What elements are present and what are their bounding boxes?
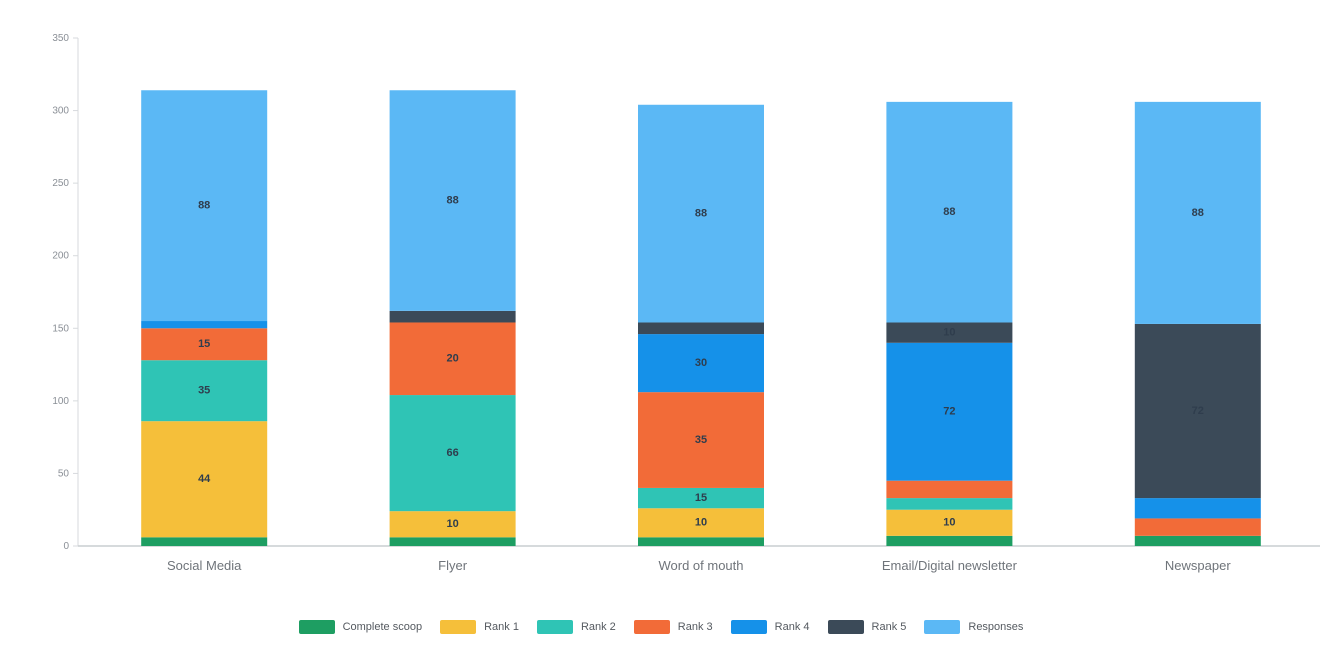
legend-swatch [298, 620, 335, 634]
data-label: 88 [1192, 207, 1204, 219]
bar-segment [389, 511, 516, 538]
bar-segment [141, 360, 268, 422]
bar-segment [1134, 323, 1261, 499]
x-tick-label: Email/Digital newsletter [882, 558, 1018, 573]
y-tick-label: 150 [52, 323, 69, 334]
bar-segment [886, 480, 1013, 499]
bar-segment [638, 322, 764, 335]
legend-item[interactable]: Rank 4 [730, 620, 810, 634]
chart-legend: Complete scoop Rank 1 Rank 2 Rank 3 Rank 4 Ra… [0, 620, 1322, 634]
data-label: 35 [695, 434, 707, 446]
bar-segment [886, 535, 1013, 546]
legend-swatch [633, 620, 670, 634]
stacked-bar-chart: 0 50 100 150 200 250 300 350 Social Media Flyer Wo… [52, 33, 1320, 573]
legend-item[interactable]: Rank 3 [633, 620, 713, 634]
chart-bars: 44 35 15 88 10 66 20 88 10 15 35 30 88 10 72 10 88 72 88 [141, 90, 1261, 546]
bar-segment [1134, 498, 1261, 519]
bar-segment [638, 392, 764, 488]
legend-item[interactable]: Rank 5 [827, 620, 907, 634]
legend-item[interactable]: Rank 1 [440, 620, 519, 634]
data-label: 44 [198, 473, 211, 485]
data-label: 10 [446, 518, 458, 530]
bar-segment [638, 104, 764, 323]
x-tick-label: Word of mouth [658, 558, 743, 573]
bar-segment [886, 498, 1013, 510]
data-label: 72 [943, 406, 955, 418]
y-tick-label: 200 [52, 251, 69, 262]
bar-segment [389, 310, 516, 323]
x-tick-label: Flyer [438, 558, 468, 573]
legend-swatch [536, 620, 573, 634]
y-tick-label: 100 [52, 396, 69, 407]
bar-segment [638, 508, 764, 538]
y-tick-label: 0 [63, 541, 69, 552]
data-label: 88 [695, 208, 707, 220]
x-tick-label: Social Media [167, 558, 242, 573]
data-label: 15 [198, 338, 210, 350]
legend-label: Rank 4 [774, 621, 810, 633]
data-label: 88 [198, 200, 210, 212]
legend-swatch [440, 620, 477, 634]
data-label: 30 [695, 357, 707, 369]
data-label: 10 [943, 327, 955, 339]
data-label: 88 [943, 206, 955, 218]
legend-swatch [924, 620, 961, 634]
bar-segment [141, 537, 268, 546]
legend-label: Rank 2 [580, 621, 616, 633]
data-label: 20 [446, 353, 458, 365]
bar-segment [638, 487, 764, 509]
data-label: 35 [198, 385, 210, 397]
y-tick-label: 300 [52, 106, 69, 117]
bar-segment [1134, 101, 1261, 324]
bar-segment [141, 90, 268, 322]
legend-label: Rank 5 [871, 621, 907, 633]
data-label: 15 [695, 492, 707, 504]
bar-segment [886, 509, 1013, 536]
bar-segment [141, 328, 268, 361]
bar-segment [389, 537, 516, 546]
legend-item[interactable]: Complete scoop [298, 620, 423, 634]
bar-segment [1134, 518, 1261, 536]
bar-segment [886, 342, 1013, 481]
legend-item[interactable]: Rank 2 [536, 620, 616, 634]
bar-segment [886, 101, 1013, 323]
legend-item[interactable]: Responses [924, 620, 1023, 634]
bar-segment [141, 321, 268, 329]
legend-label: Complete scoop [342, 621, 423, 633]
data-label: 88 [446, 194, 458, 206]
legend-label: Rank 1 [484, 621, 519, 633]
bar-segment [1134, 535, 1261, 546]
bar-segment [886, 322, 1013, 343]
legend-label: Responses [968, 621, 1024, 633]
data-label: 10 [695, 517, 707, 529]
bar-segment [141, 421, 268, 538]
data-label: 10 [943, 517, 955, 529]
bar-segment [638, 334, 764, 393]
legend-swatch [730, 620, 767, 634]
bar-segment [389, 90, 516, 311]
y-tick-label: 350 [52, 33, 69, 44]
chart-axes: 0 50 100 150 200 250 300 350 Social Media Flyer Wo… [52, 33, 1320, 573]
data-label: 72 [1192, 405, 1204, 417]
x-tick-label: Newspaper [1165, 558, 1231, 573]
bar-segment [389, 395, 516, 512]
bar-segment [389, 322, 516, 396]
legend-swatch [827, 620, 864, 634]
legend-label: Rank 3 [677, 621, 713, 633]
y-tick-label: 50 [58, 468, 70, 479]
bar-segment [638, 537, 764, 546]
data-label: 66 [446, 447, 458, 459]
y-tick-label: 250 [52, 178, 69, 189]
